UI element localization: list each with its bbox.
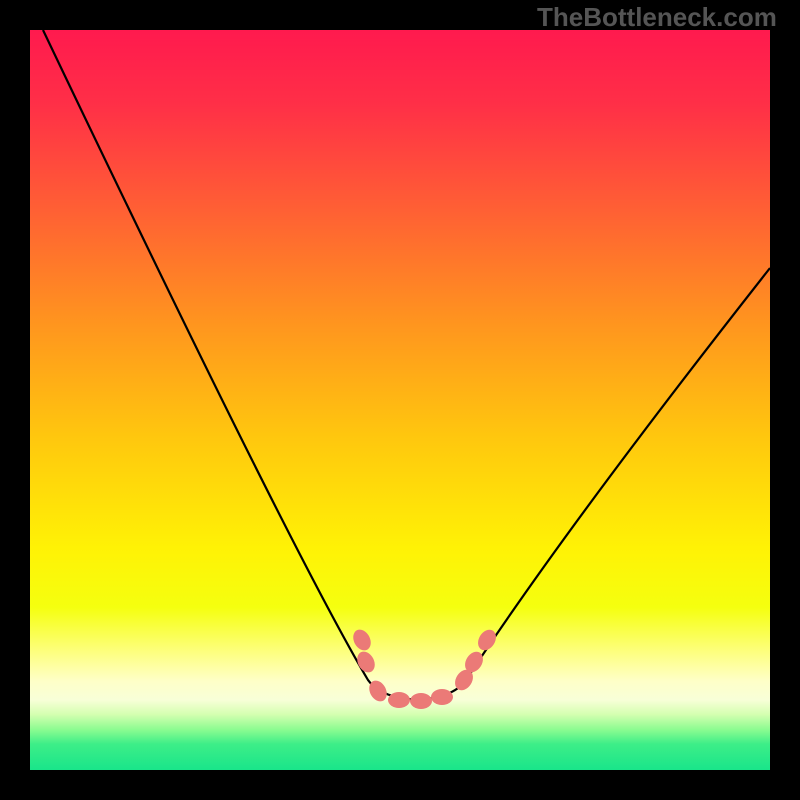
marker	[410, 693, 432, 709]
frame	[770, 0, 800, 800]
marker	[388, 692, 410, 708]
gradient-background	[30, 30, 770, 770]
frame	[0, 0, 30, 800]
marker	[431, 689, 453, 705]
bottleneck-chart	[0, 0, 800, 800]
attribution-text: TheBottleneck.com	[537, 2, 777, 33]
frame	[0, 770, 800, 800]
